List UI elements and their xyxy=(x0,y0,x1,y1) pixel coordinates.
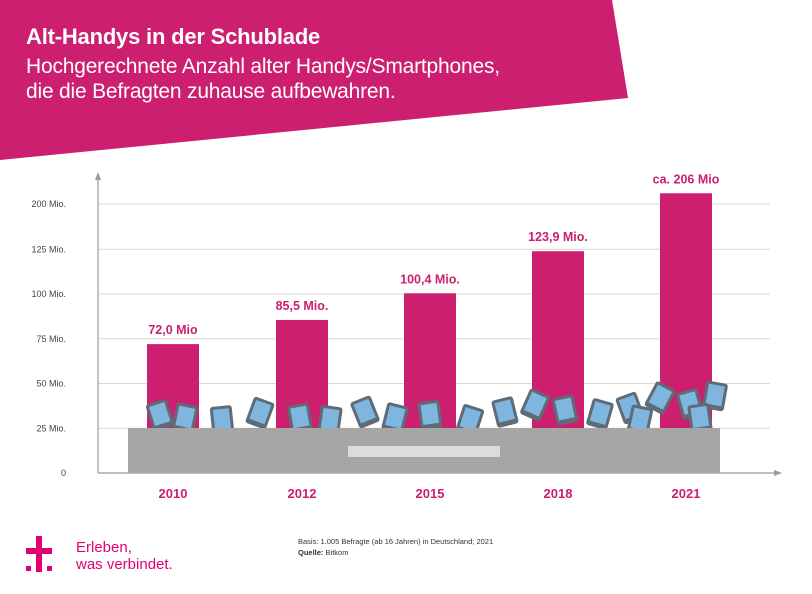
phone-icon xyxy=(491,396,519,428)
y-tick-label: 25 Mio. xyxy=(36,423,66,433)
data-label: 72,0 Mio xyxy=(148,323,198,337)
source-note: Basis: 1.005 Befragte (ab 16 Jahren) in … xyxy=(298,536,493,558)
phone-icon xyxy=(586,398,614,430)
phone-icon xyxy=(317,404,343,436)
phone-icon xyxy=(171,402,199,434)
slogan-line-2: was verbindet. xyxy=(76,556,173,573)
y-tick-label: 75 Mio. xyxy=(36,334,66,344)
phone-icon xyxy=(520,388,550,422)
y-tick-label: 125 Mio. xyxy=(31,244,66,254)
source-line: Quelle: Bitkom xyxy=(298,547,493,558)
phone-icon xyxy=(287,402,313,434)
phone-icon xyxy=(455,404,485,436)
data-label: 100,4 Mio. xyxy=(400,272,460,286)
y-tick-label: 200 Mio. xyxy=(31,199,66,209)
phone-pile-decoration xyxy=(128,380,728,473)
phone-icon xyxy=(350,395,380,429)
data-label: ca. 206 Mio xyxy=(653,172,720,186)
phone-icon xyxy=(644,381,676,415)
x-tick-label: 2012 xyxy=(288,486,317,501)
source-label: Quelle: xyxy=(298,548,324,557)
x-axis-arrow xyxy=(774,470,782,476)
x-tick-label: 2018 xyxy=(544,486,573,501)
data-label: 85,5 Mio. xyxy=(276,299,329,313)
slogan-line-1: Erleben, xyxy=(76,539,132,556)
slogan: Erleben, was verbindet. xyxy=(76,539,173,573)
subtitle-line-1: Hochgerechnete Anzahl alter Handys/Smart… xyxy=(26,55,500,78)
phone-icon xyxy=(417,399,443,431)
phone-icon xyxy=(381,402,409,434)
label-layer: 0 25 Mio. 50 Mio. 75 Mio. 100 Mio. 125 Mio. 20… xyxy=(31,172,719,501)
y-tick-label: 50 Mio. xyxy=(36,379,66,389)
basis-text: Basis: 1.005 Befragte (ab 16 Jahren) in … xyxy=(298,537,494,546)
y-tick-label: 0 xyxy=(61,468,66,478)
header-banner xyxy=(0,0,628,160)
x-tick-label: 2010 xyxy=(159,486,188,501)
phone-icon xyxy=(702,380,728,412)
x-tick-label: 2015 xyxy=(416,486,445,501)
subtitle-line-2: die die Befragten zuhause aufbewahren. xyxy=(26,80,396,103)
bar-chart: 0 25 Mio. 50 Mio. 75 Mio. 100 Mio. 125 Mio. 20… xyxy=(31,172,782,501)
telekom-t-icon xyxy=(26,536,52,572)
page-title: Alt-Handys in der Schublade xyxy=(26,24,321,49)
phone-icon xyxy=(551,394,579,426)
phone-icon xyxy=(145,399,175,431)
phone-icon xyxy=(245,396,275,430)
phone-icon xyxy=(626,404,654,436)
ground-slot xyxy=(348,446,500,457)
page-subtitle: Hochgerechnete Anzahl alter Handys/Smart… xyxy=(26,54,586,104)
phone-icon xyxy=(687,402,713,434)
y-tick-label: 100 Mio. xyxy=(31,289,66,299)
phone-icon xyxy=(209,405,235,435)
data-label: 123,9 Mio. xyxy=(528,230,588,244)
y-axis-arrow xyxy=(95,172,101,180)
x-tick-label: 2021 xyxy=(672,486,701,501)
source-value: Bitkom xyxy=(325,548,349,557)
